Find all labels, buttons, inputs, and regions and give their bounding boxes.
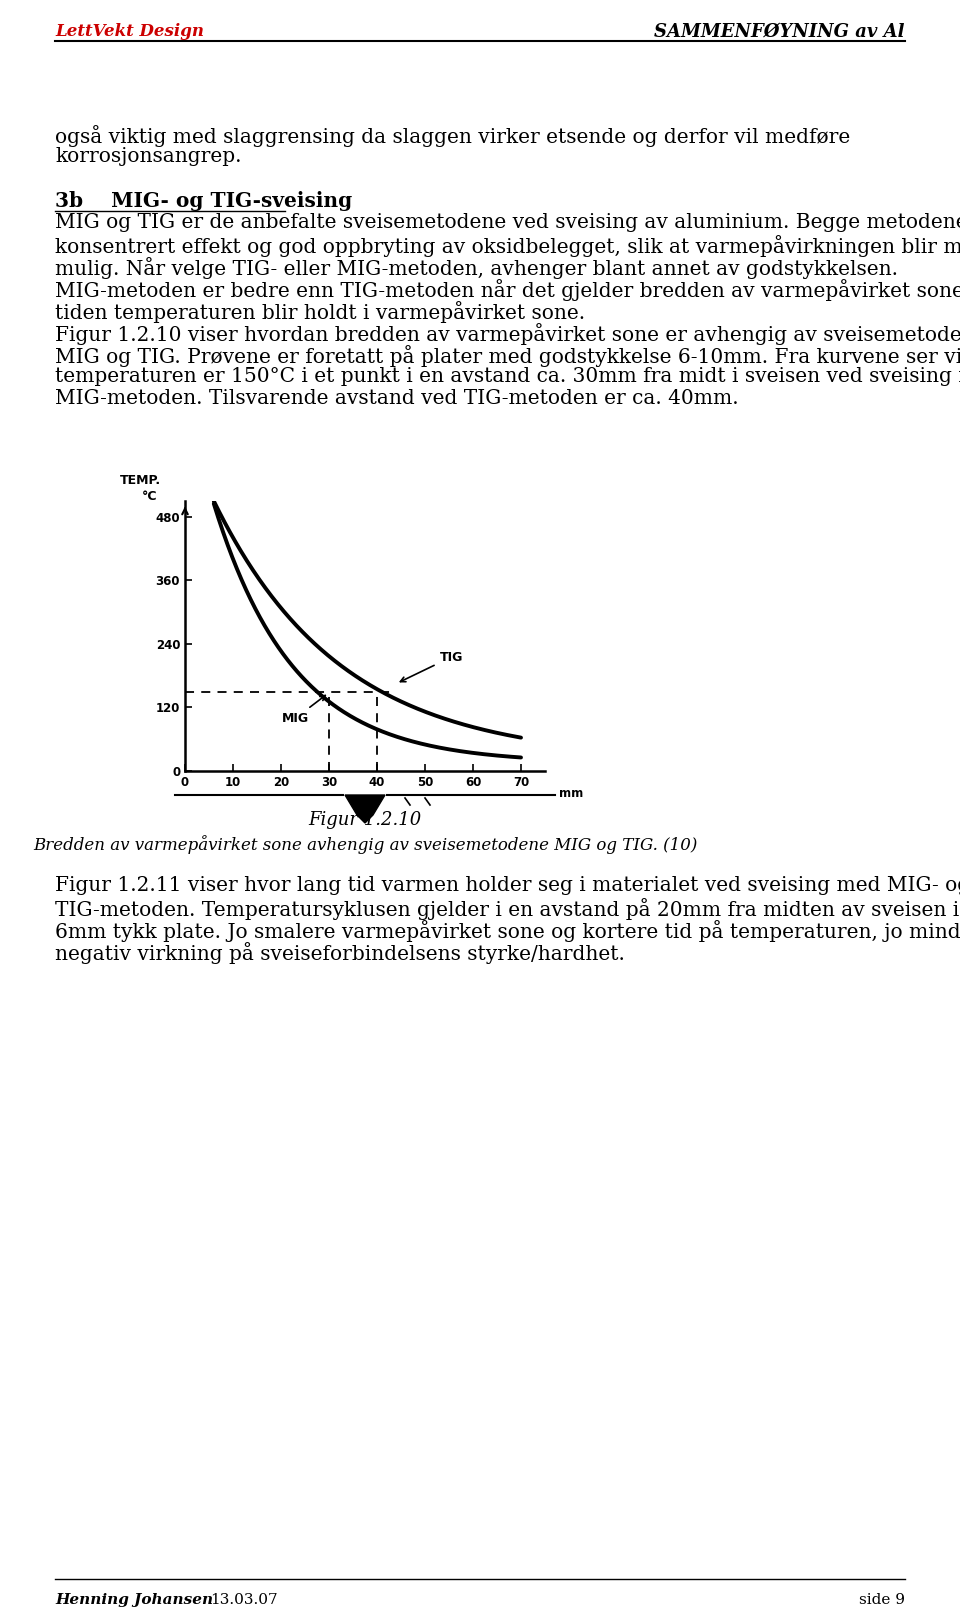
Text: tiden temperaturen blir holdt i varmepåvirket sone.: tiden temperaturen blir holdt i varmepåv… [55,302,586,323]
Text: LettVekt Design: LettVekt Design [55,23,204,41]
Text: MIG-metoden. Tilsvarende avstand ved TIG-metoden er ca. 40mm.: MIG-metoden. Tilsvarende avstand ved TIG… [55,389,738,408]
Text: MIG: MIG [282,695,325,725]
Text: °C: °C [142,490,157,503]
Text: MIG-metoden er bedre enn TIG-metoden når det gjelder bredden av varmepåvirket so: MIG-metoden er bedre enn TIG-metoden når… [55,279,960,302]
Text: negativ virkning på sveiseforbindelsens styrke/hardhet.: negativ virkning på sveiseforbindelsens … [55,942,625,964]
Text: mulig. Når velge TIG- eller MIG-metoden, avhenger blant annet av godstykkelsen.: mulig. Når velge TIG- eller MIG-metoden,… [55,258,898,279]
Text: side 9: side 9 [859,1593,905,1606]
Text: Bredden av varmepåvirket sone avhengig av sveisemetodene MIG og TIG. (10): Bredden av varmepåvirket sone avhengig a… [33,835,697,854]
Polygon shape [345,794,385,823]
Text: 3b    MIG- og TIG-sveising: 3b MIG- og TIG-sveising [55,191,352,211]
Text: 6mm tykk plate. Jo smalere varmepåvirket sone og kortere tid på temperaturen, jo: 6mm tykk plate. Jo smalere varmepåvirket… [55,921,960,942]
Text: TEMP.: TEMP. [120,473,161,486]
Text: SAMMENFØYNING av Al: SAMMENFØYNING av Al [655,23,905,41]
Text: temperaturen er 150°C i et punkt i en avstand ca. 30mm fra midt i sveisen ved sv: temperaturen er 150°C i et punkt i en av… [55,366,960,386]
Text: korrosjonsangrep.: korrosjonsangrep. [55,148,242,165]
Text: også viktig med slaggrensing da slaggen virker etsende og derfor vil medføre: også viktig med slaggrensing da slaggen … [55,125,851,148]
Text: Henning Johansen: Henning Johansen [55,1593,213,1606]
Text: TIG-metoden. Temperatursyklusen gjelder i en avstand på 20mm fra midten av sveis: TIG-metoden. Temperatursyklusen gjelder … [55,898,960,921]
Text: TIG: TIG [400,650,463,682]
Text: Figur 1.2.10: Figur 1.2.10 [308,810,421,828]
Text: 13.03.07: 13.03.07 [210,1593,277,1606]
Text: Figur 1.2.11 viser hvor lang tid varmen holder seg i materialet ved sveising med: Figur 1.2.11 viser hvor lang tid varmen … [55,875,960,895]
Text: mm: mm [560,788,584,801]
Text: MIG og TIG. Prøvene er foretatt på plater med godstykkelse 6-10mm. Fra kurvene s: MIG og TIG. Prøvene er foretatt på plate… [55,345,960,366]
Text: Figur 1.2.10 viser hvordan bredden av varmepåvirket sone er avhengig av sveiseme: Figur 1.2.10 viser hvordan bredden av va… [55,323,960,345]
Text: konsentrert effekt og god oppbryting av oksidbelegget, slik at varmepåvirkningen: konsentrert effekt og god oppbryting av … [55,235,960,258]
Text: MIG og TIG er de anbefalte sveisemetodene ved sveising av aluminium. Begge metod: MIG og TIG er de anbefalte sveisemetoden… [55,212,960,232]
